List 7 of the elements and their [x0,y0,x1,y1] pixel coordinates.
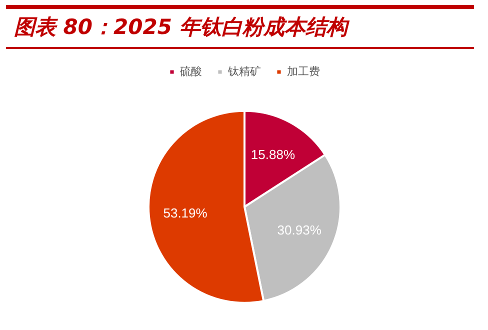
legend-label: 加工费 [287,64,320,79]
data-label: 15.88% [250,147,296,162]
legend-label: 钛精矿 [228,64,261,79]
chart-title: 图表 80：2025 年钛白粉成本结构 [14,14,348,41]
data-label: 30.93% [277,222,322,238]
legend-label: 硫酸 [180,64,202,79]
data-label: 53.19% [163,205,208,220]
